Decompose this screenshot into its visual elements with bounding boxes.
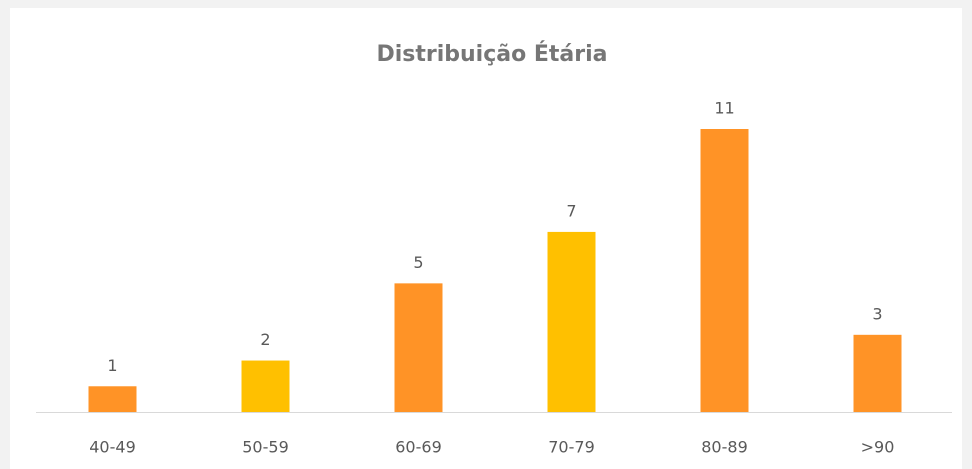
- x-tick-label: >90: [861, 438, 895, 457]
- bar: [700, 129, 749, 412]
- x-tick-label: 80-89: [701, 438, 748, 457]
- data-label: 1: [107, 356, 117, 375]
- chart-area: [10, 8, 962, 469]
- data-label: 7: [566, 201, 576, 220]
- x-tick-label: 70-79: [548, 438, 595, 457]
- x-tick-label: 60-69: [395, 438, 442, 457]
- x-tick-label: 40-49: [89, 438, 136, 457]
- bar: [547, 231, 596, 412]
- data-label: 5: [413, 253, 423, 272]
- bar: [241, 360, 290, 412]
- data-label: 11: [714, 99, 734, 118]
- bar: [394, 283, 443, 412]
- data-label: 3: [872, 304, 882, 323]
- bar: [853, 334, 902, 412]
- x-tick-label: 50-59: [242, 438, 289, 457]
- chart-title: Distribuição Étária: [376, 41, 607, 67]
- bar: [88, 386, 137, 412]
- data-label: 2: [260, 330, 270, 349]
